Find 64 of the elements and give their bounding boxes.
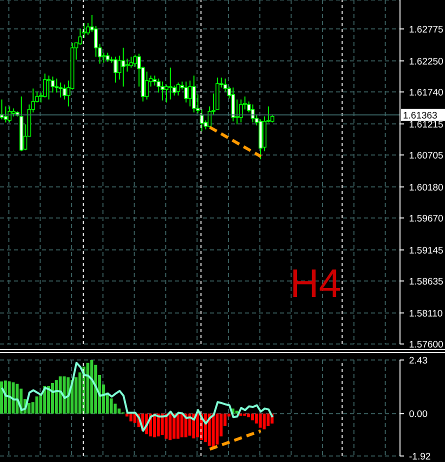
y-tick-label: -1.92 [409, 452, 431, 462]
y-tick-label: 1.61740 [409, 87, 444, 98]
candlestick [78, 28, 82, 46]
bar [250, 414, 254, 420]
candlestick [192, 75, 196, 113]
candlestick [144, 71, 149, 100]
y-tick-label: 1.58635 [409, 276, 444, 288]
bar [208, 414, 211, 446]
bar [12, 382, 15, 414]
bar [254, 414, 258, 424]
candlestick [231, 87, 236, 122]
bar [258, 414, 262, 428]
y-tick-label: 1.62775 [409, 24, 444, 36]
candlestick [176, 82, 180, 96]
y-tick-label: 1.59145 [409, 245, 444, 256]
y-tick-label: 1.58110 [409, 308, 443, 320]
bar [86, 362, 90, 414]
candlestick [58, 82, 62, 98]
bar [164, 414, 168, 439]
bar [47, 386, 50, 414]
candlestick [184, 81, 188, 103]
candlestick [121, 47, 126, 88]
y-tick-label: 1.60705 [409, 150, 444, 162]
bar [196, 414, 200, 438]
bar [90, 360, 94, 414]
bar [160, 414, 164, 436]
candlestick [54, 78, 59, 94]
bar [129, 414, 132, 422]
candlestick [188, 80, 192, 107]
bar [216, 414, 219, 445]
bar [58, 376, 62, 414]
bar [262, 414, 266, 430]
y-tick-label: 0.00 [409, 409, 428, 420]
ref-line-label: 1.61363 [403, 110, 438, 122]
candlestick [133, 54, 137, 68]
candlestick [160, 81, 164, 101]
bar [27, 403, 30, 414]
y-tick-label: 1.59670 [409, 213, 444, 224]
bar [35, 396, 38, 414]
annotation: H4 [290, 262, 342, 306]
candlestick [46, 75, 51, 100]
line-series [0, 362, 274, 432]
bar [62, 376, 66, 414]
candlestick [8, 106, 12, 123]
bar [133, 414, 136, 423]
bar [50, 382, 54, 414]
candlestick [168, 67, 172, 100]
candlestick [62, 84, 66, 100]
bar [54, 380, 58, 414]
bar [0, 381, 3, 414]
y-tick-label: 1.62250 [409, 56, 444, 68]
candlestick [239, 98, 243, 123]
bar [176, 414, 180, 439]
bar [168, 414, 172, 440]
bar [266, 414, 270, 426]
bar [152, 414, 156, 438]
y-tick-label: 2.43 [409, 356, 428, 366]
candlestick [114, 56, 118, 84]
y-tick-label: 1.60180 [409, 182, 444, 194]
bar [180, 414, 184, 438]
y-tick-label: 1.61215 [409, 119, 444, 130]
bar [247, 414, 250, 418]
bar [8, 381, 11, 414]
y-tick-label: 1.57600 [409, 340, 444, 350]
